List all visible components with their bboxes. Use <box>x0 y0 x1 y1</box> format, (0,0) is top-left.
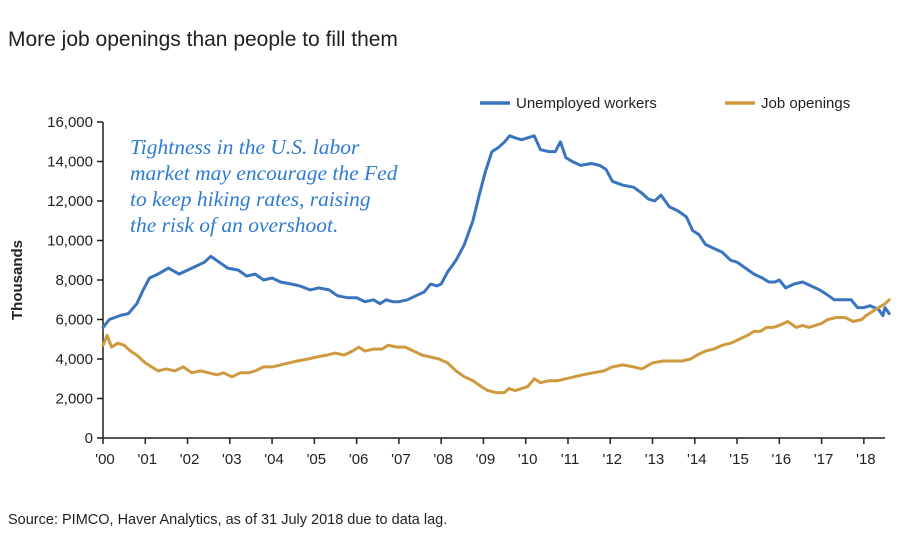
x-tick-label: '00 <box>95 451 115 468</box>
x-tick-label: '06 <box>349 451 369 468</box>
source-note: Source: PIMCO, Haver Analytics, as of 31… <box>8 512 448 528</box>
x-tick-label: '11 <box>561 451 579 468</box>
x-tick-label: '03 <box>222 451 242 468</box>
x-tick-label: '07 <box>391 451 411 468</box>
x-tick-label: '17 <box>814 451 834 468</box>
x-tick-label: '16 <box>772 451 792 468</box>
y-tick-label: 8,000 <box>55 272 93 289</box>
y-tick-label: 12,000 <box>47 193 93 210</box>
x-tick-label: '12 <box>602 451 622 468</box>
legend-label-unemployed-workers: Unemployed workers <box>516 95 657 112</box>
series-line-unemployed-workers <box>101 134 891 329</box>
annotation-line: Tightness in the U.S. labor <box>130 135 360 159</box>
y-axis: 0 2,000 4,000 6,000 8,000 10,000 12,000 14,000 1… <box>9 114 104 447</box>
y-tick-label: 16,000 <box>47 114 93 131</box>
y-tick-label: 0 <box>85 430 93 447</box>
x-tick-label: '09 <box>476 451 496 468</box>
series-layer <box>101 134 891 395</box>
series-line-job-openings <box>101 298 891 395</box>
chart-annotation: Tightness in the U.S. labor market may e… <box>130 134 430 238</box>
x-tick-label: '15 <box>729 451 749 468</box>
x-tick-label: '05 <box>307 451 327 468</box>
x-axis: '00 '01 '02 '03 '04 '05 '06 '07 '08 '09 '10 '11 '12 '… <box>95 437 885 468</box>
annotation-line: market may encourage the Fed <box>130 161 398 185</box>
annotation-line: the risk of an overshoot. <box>130 213 339 237</box>
y-axis-title: Thousands <box>9 240 26 320</box>
legend: Unemployed workers Job openings <box>480 95 850 112</box>
chart-title: More job openings than people to fill th… <box>8 28 398 51</box>
x-tick-label: '18 <box>856 451 876 468</box>
x-tick-label: '08 <box>433 451 453 468</box>
y-tick-label: 2,000 <box>55 391 93 408</box>
x-tick-label: '02 <box>180 451 200 468</box>
x-tick-label: '10 <box>518 451 538 468</box>
legend-label-job-openings: Job openings <box>761 95 850 112</box>
y-tick-label: 14,000 <box>47 154 93 171</box>
y-tick-label: 4,000 <box>55 351 93 368</box>
x-tick-label: '14 <box>687 451 707 468</box>
y-tick-label: 10,000 <box>47 233 93 250</box>
annotation-line: to keep hiking rates, raising <box>130 187 371 211</box>
x-tick-label: '01 <box>137 451 157 468</box>
y-tick-label: 6,000 <box>55 312 93 329</box>
x-tick-label: '13 <box>645 451 665 468</box>
x-tick-label: '04 <box>264 451 284 468</box>
